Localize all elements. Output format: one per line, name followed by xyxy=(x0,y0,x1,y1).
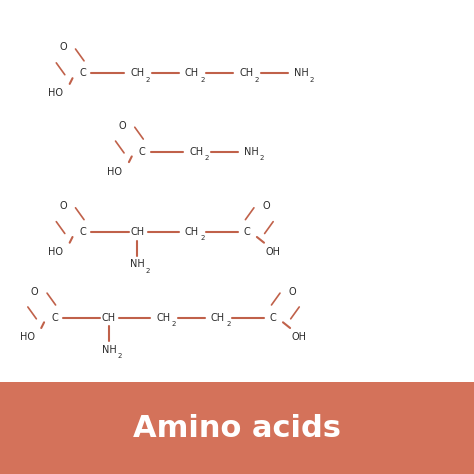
Text: O: O xyxy=(31,286,38,297)
FancyBboxPatch shape xyxy=(0,382,474,474)
Text: 2: 2 xyxy=(200,236,205,241)
Text: 2: 2 xyxy=(205,155,210,161)
Text: CH: CH xyxy=(190,146,204,157)
Text: NH: NH xyxy=(293,68,309,79)
Text: C: C xyxy=(139,146,146,157)
Text: 2: 2 xyxy=(200,77,205,82)
Text: O: O xyxy=(263,201,270,211)
Text: CH: CH xyxy=(185,68,199,79)
Text: 2: 2 xyxy=(259,155,264,161)
Text: CH: CH xyxy=(239,68,254,79)
Text: HO: HO xyxy=(48,247,63,257)
Text: C: C xyxy=(243,227,250,237)
Text: 2: 2 xyxy=(172,321,176,327)
Text: C: C xyxy=(80,227,86,237)
Text: O: O xyxy=(289,286,296,297)
Text: 2: 2 xyxy=(226,321,231,327)
Text: O: O xyxy=(118,120,126,131)
Text: 2: 2 xyxy=(309,77,314,82)
Text: Amino acids: Amino acids xyxy=(133,413,341,443)
Text: CH: CH xyxy=(156,312,171,323)
Text: NH: NH xyxy=(101,345,117,355)
Text: 2: 2 xyxy=(255,77,259,82)
Text: HO: HO xyxy=(48,88,63,99)
Text: CH: CH xyxy=(130,68,145,79)
Text: OH: OH xyxy=(265,247,280,257)
Text: NH: NH xyxy=(130,259,145,270)
Text: NH: NH xyxy=(244,146,259,157)
Text: C: C xyxy=(51,312,58,323)
Text: CH: CH xyxy=(211,312,225,323)
Text: CH: CH xyxy=(130,227,145,237)
Text: 2: 2 xyxy=(146,268,150,273)
Text: HO: HO xyxy=(19,332,35,343)
Text: O: O xyxy=(59,201,67,211)
Text: C: C xyxy=(80,68,86,79)
Text: O: O xyxy=(59,42,67,53)
Text: 2: 2 xyxy=(146,77,150,82)
Text: CH: CH xyxy=(185,227,199,237)
Text: HO: HO xyxy=(107,166,122,177)
Text: OH: OH xyxy=(291,332,306,343)
Text: CH: CH xyxy=(102,312,116,323)
Text: C: C xyxy=(269,312,276,323)
Text: 2: 2 xyxy=(117,353,122,359)
